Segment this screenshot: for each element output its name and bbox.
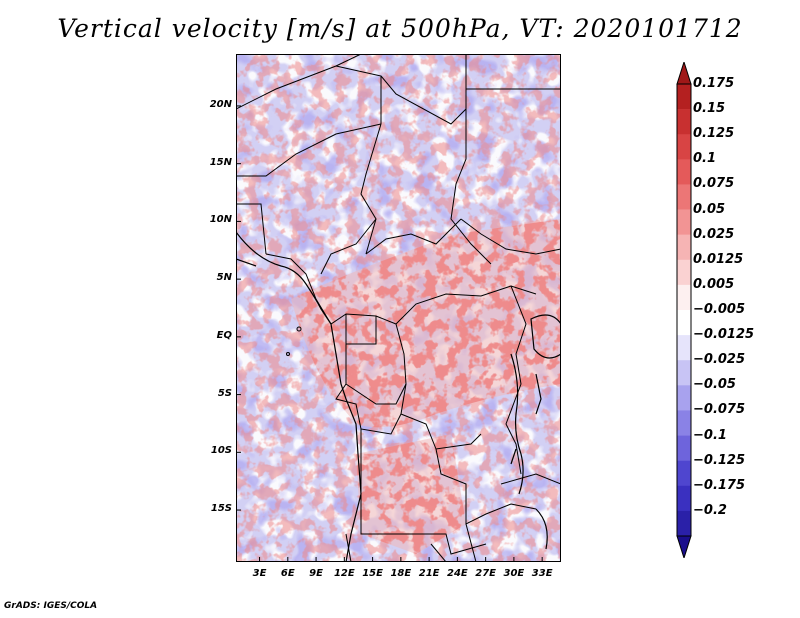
colorbar-label: 0.15 bbox=[693, 101, 726, 117]
colorbar-label: 0.175 bbox=[693, 76, 735, 91]
border-line bbox=[360, 429, 487, 555]
colorbar-label: 0.075 bbox=[693, 176, 735, 192]
colorbar-label: 0.005 bbox=[693, 276, 735, 292]
border-line bbox=[236, 54, 362, 110]
colorbar-label: −0.025 bbox=[693, 352, 746, 368]
colorbar-segment bbox=[677, 134, 691, 160]
lakes bbox=[510, 314, 561, 550]
border-line bbox=[505, 285, 527, 475]
islands bbox=[286, 326, 302, 356]
lake-tanganyika bbox=[510, 353, 524, 495]
colorbar-label: 0.1 bbox=[693, 151, 717, 167]
colorbar-segment bbox=[677, 460, 691, 487]
colorbar-label: 0.0125 bbox=[693, 251, 744, 267]
colorbar-segment bbox=[677, 184, 691, 210]
lat-tick-label: 20N bbox=[209, 98, 232, 110]
lon-tick-label: 3E bbox=[252, 568, 267, 579]
colorbar-bottom-arrow bbox=[676, 535, 692, 558]
colorbar-segment bbox=[677, 385, 691, 411]
border-line bbox=[315, 285, 537, 325]
border-line bbox=[365, 218, 462, 255]
lon-tick-label: 6E bbox=[280, 568, 295, 579]
colorbar-label: −0.05 bbox=[693, 377, 736, 393]
colorbar-segment bbox=[677, 510, 691, 537]
coastline bbox=[236, 231, 362, 562]
colorbar-label: −0.125 bbox=[693, 452, 746, 468]
border-line bbox=[430, 543, 447, 562]
lat-tick-label: 5S bbox=[217, 387, 232, 399]
lon-tick-label: 33E bbox=[531, 568, 553, 579]
colorbar-segment bbox=[677, 109, 691, 135]
lon-tick-label: 21E bbox=[418, 568, 440, 579]
colorbar-segment bbox=[677, 159, 691, 185]
border-line bbox=[380, 54, 467, 125]
colorbar-segment bbox=[677, 259, 691, 286]
lake-malawi bbox=[535, 508, 548, 550]
chart-title: Vertical velocity [m/s] at 500hPa, VT: 2… bbox=[57, 14, 743, 43]
lon-tick-label: 15E bbox=[362, 568, 383, 579]
colorbar-label: 0.125 bbox=[693, 126, 735, 142]
lat-tick-label: 10N bbox=[209, 214, 232, 226]
lat-tick-label: 10S bbox=[210, 445, 232, 457]
colorbar-segment bbox=[677, 84, 691, 110]
colorbar-segment bbox=[677, 485, 691, 512]
border-line bbox=[236, 123, 382, 177]
lon-tick-label: 18E bbox=[390, 568, 412, 579]
border-line bbox=[320, 218, 377, 275]
lake-mweru bbox=[510, 448, 517, 465]
colorbar-segment bbox=[677, 360, 691, 386]
colorbar bbox=[676, 62, 692, 558]
colorbar-top-arrow bbox=[676, 62, 692, 85]
colorbar-label: −0.1 bbox=[693, 427, 727, 443]
border-line bbox=[335, 383, 402, 435]
colorbar-label: −0.0125 bbox=[693, 327, 755, 343]
border-line bbox=[450, 109, 492, 265]
lon-tick-label: 24E bbox=[447, 568, 468, 579]
lon-tick-label: 27E bbox=[475, 568, 496, 579]
border-line bbox=[460, 218, 561, 255]
map-frame bbox=[236, 54, 561, 562]
colorbar-segment bbox=[677, 234, 691, 261]
lat-tick-label: 15S bbox=[210, 503, 232, 515]
colorbar-label: −0.075 bbox=[693, 402, 746, 418]
colorbar-label: 0.05 bbox=[693, 201, 726, 217]
colorbar-segment bbox=[677, 284, 691, 311]
lat-tick-label: 15N bbox=[209, 156, 232, 168]
colorbar-label: 0.025 bbox=[693, 226, 735, 242]
country-borders bbox=[236, 54, 561, 562]
lat-tick-label: 5N bbox=[216, 272, 232, 284]
grads-credit: GrADS: IGES/COLA bbox=[4, 601, 98, 611]
island-sao-tome bbox=[286, 352, 290, 356]
colorbar-segment bbox=[677, 410, 691, 436]
lon-tick-label: 30E bbox=[503, 568, 525, 579]
colorbar-label: −0.2 bbox=[693, 502, 727, 518]
colorbar-segment bbox=[677, 310, 691, 336]
colorbar-label: −0.175 bbox=[693, 477, 746, 493]
colorbar-segment bbox=[677, 435, 691, 461]
lon-tick-label: 12E bbox=[333, 568, 355, 579]
coast-line bbox=[236, 258, 257, 267]
border-line bbox=[236, 203, 267, 255]
colorbar-segment bbox=[677, 335, 691, 361]
lat-tick-label: EQ bbox=[216, 329, 232, 341]
border-line bbox=[345, 314, 377, 345]
border-line bbox=[360, 123, 382, 255]
map-plot-area bbox=[236, 54, 561, 562]
coast-line bbox=[236, 231, 362, 562]
border-line bbox=[465, 523, 477, 562]
border-line bbox=[400, 383, 482, 450]
colorbar-segment bbox=[677, 209, 691, 235]
lake-kivu bbox=[535, 373, 542, 415]
island-bioko bbox=[296, 326, 302, 332]
border-line bbox=[265, 253, 317, 300]
colorbar-label: −0.005 bbox=[693, 302, 746, 317]
lon-tick-label: 9E bbox=[309, 568, 323, 579]
velocity-field-map bbox=[236, 54, 561, 562]
lake-victoria bbox=[530, 314, 561, 359]
colorbar-outline bbox=[676, 83, 692, 537]
border-line bbox=[500, 473, 561, 485]
